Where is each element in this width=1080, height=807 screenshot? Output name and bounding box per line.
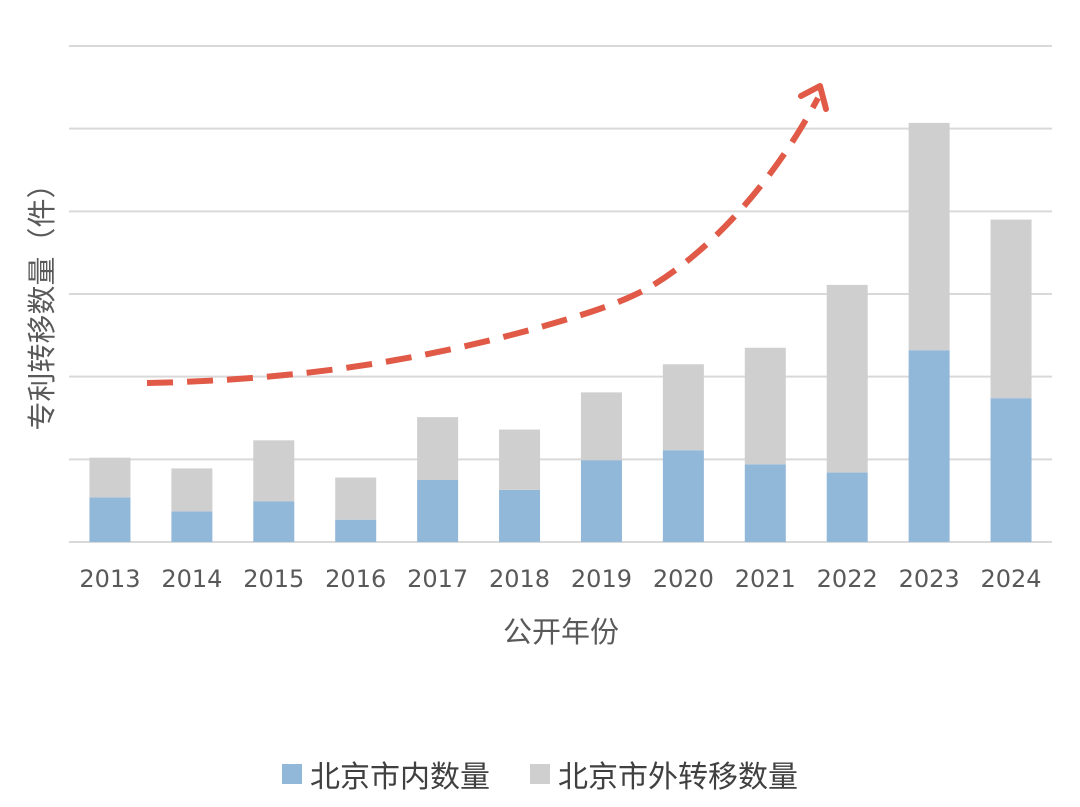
trend-arrow [146, 83, 829, 386]
x-tick-label: 2024 [981, 565, 1042, 593]
bar-outer-2018 [499, 429, 541, 490]
gridlines [69, 45, 1052, 543]
legend: 北京市内数量 北京市外转移数量 [0, 752, 1080, 796]
bar-inner-2023 [908, 350, 950, 542]
legend-swatch-outer [530, 764, 550, 784]
bar-outer-2015 [253, 440, 295, 502]
x-tick-label: 2016 [325, 565, 386, 593]
trend-arrow-head [798, 83, 829, 112]
bar-outer-2023 [908, 122, 950, 351]
x-tick-label: 2021 [735, 565, 796, 593]
x-tick-labels: 2013 2014 2015 2016 2017 2018 2019 2020 2021 2022… [79, 565, 1041, 593]
legend-swatch-inner [282, 764, 302, 784]
bar-inner-2016 [335, 519, 377, 542]
y-axis-label: 专利转移数量（件） [25, 169, 59, 430]
bar-inner-2018 [499, 489, 541, 542]
x-axis-label: 公开年份 [503, 615, 619, 649]
bar-inner-2013 [89, 497, 131, 542]
bar-outer-2024 [990, 219, 1032, 399]
bar-outer-2021 [744, 347, 786, 465]
x-tick-label: 2019 [571, 565, 632, 593]
bar-outer-2014 [171, 468, 213, 512]
bar-outer-2013 [89, 457, 131, 498]
bar-outer-2017 [417, 417, 459, 480]
bar-outer-2020 [662, 364, 704, 451]
x-tick-label: 2013 [79, 565, 140, 593]
bar-outer-2022 [826, 284, 868, 473]
bars [89, 122, 1032, 542]
bar-inner-2021 [744, 464, 786, 542]
bar-inner-2019 [580, 460, 622, 542]
bar-inner-2020 [662, 450, 704, 542]
legend-item-outer: 北京市外转移数量 [530, 752, 798, 796]
x-tick-label: 2018 [489, 565, 550, 593]
bar-inner-2022 [826, 472, 868, 542]
x-tick-label: 2017 [407, 565, 468, 593]
legend-label-inner: 北京市内数量 [310, 760, 490, 795]
x-tick-label: 2014 [161, 565, 222, 593]
legend-label-outer: 北京市外转移数量 [558, 760, 798, 795]
bar-inner-2015 [253, 501, 295, 542]
bar-outer-2016 [335, 477, 377, 520]
trend-arrow-line [146, 96, 821, 386]
bar-inner-2014 [171, 511, 213, 542]
x-tick-label: 2015 [243, 565, 304, 593]
legend-item-inner: 北京市内数量 [282, 752, 490, 796]
x-tick-label: 2022 [817, 565, 878, 593]
bar-inner-2017 [417, 480, 459, 542]
x-tick-label: 2023 [899, 565, 960, 593]
bar-inner-2024 [990, 398, 1032, 542]
x-tick-label: 2020 [653, 565, 714, 593]
bar-outer-2019 [580, 392, 622, 461]
